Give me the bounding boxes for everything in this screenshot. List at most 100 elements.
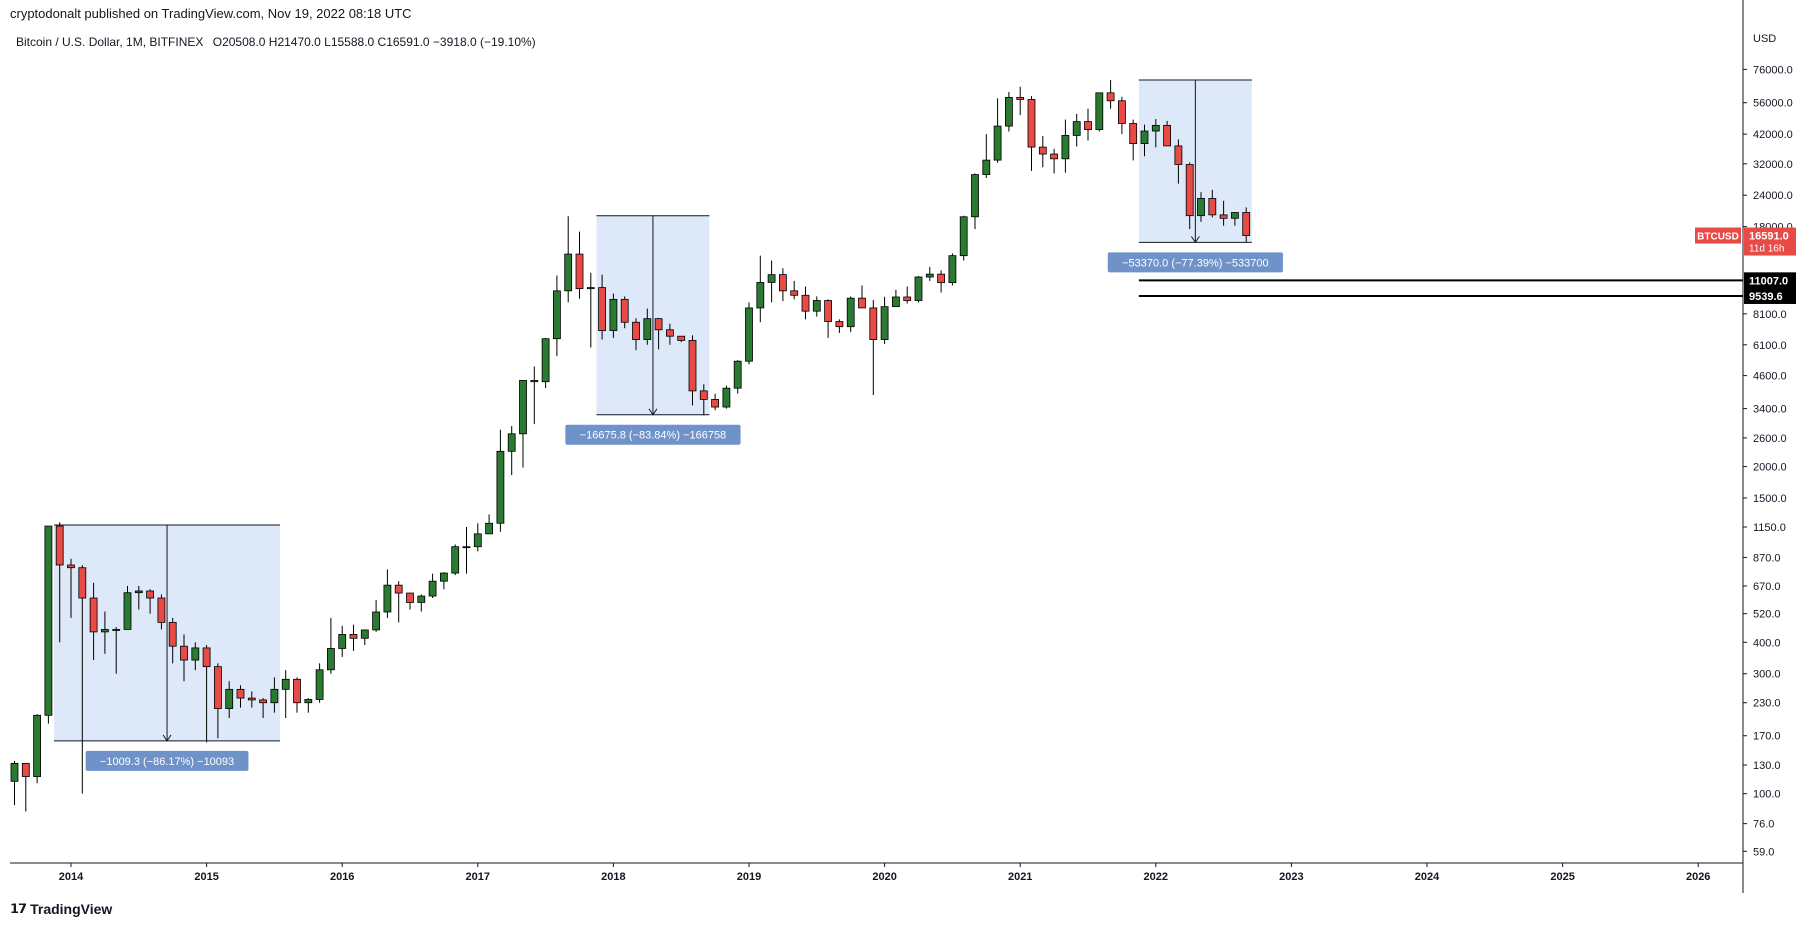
y-tick-label: 76.0 bbox=[1753, 819, 1774, 831]
x-tick-label: 2025 bbox=[1550, 871, 1574, 883]
y-tick-label: 1500.0 bbox=[1753, 493, 1787, 505]
candle-body bbox=[78, 567, 87, 599]
currency-label: USD bbox=[1753, 33, 1776, 45]
y-tick-label: 76000.0 bbox=[1753, 64, 1793, 76]
candle-body bbox=[553, 290, 561, 340]
candle-body bbox=[1027, 99, 1036, 148]
candle-body bbox=[903, 296, 912, 301]
candle-body bbox=[134, 590, 143, 594]
candle-body bbox=[44, 525, 53, 716]
candle-body bbox=[925, 273, 934, 278]
candle-body bbox=[123, 592, 132, 630]
candle-body bbox=[1016, 96, 1025, 100]
candle-body bbox=[191, 647, 200, 661]
candle-body bbox=[259, 699, 268, 704]
candle-body bbox=[1050, 153, 1058, 160]
candle-body bbox=[892, 296, 900, 308]
candle-body bbox=[1061, 135, 1070, 160]
candle-body bbox=[360, 629, 369, 639]
last-price-badge bbox=[1744, 227, 1796, 256]
level-badge bbox=[1744, 272, 1796, 289]
candle-body bbox=[338, 634, 347, 649]
candle-body bbox=[315, 669, 324, 700]
y-tick-label: 670.0 bbox=[1753, 581, 1781, 593]
candle-body bbox=[677, 335, 686, 341]
last-price-label: 16591.0 bbox=[1749, 231, 1789, 243]
candle-body bbox=[1197, 198, 1205, 217]
candle-body bbox=[812, 300, 821, 312]
candle-body bbox=[270, 688, 279, 704]
candle-body bbox=[33, 714, 41, 777]
tradingview-logo-icon: 𝟭𝟳 bbox=[10, 901, 27, 916]
candle-body bbox=[745, 307, 753, 362]
y-tick-label: 8100.0 bbox=[1753, 309, 1787, 321]
candle-body bbox=[767, 274, 776, 283]
drawdown-label-box bbox=[85, 750, 249, 771]
candle-body bbox=[993, 125, 1002, 161]
candle-body bbox=[880, 306, 889, 340]
candle-body bbox=[462, 546, 471, 549]
x-tick-label: 2026 bbox=[1686, 871, 1710, 883]
candles bbox=[10, 80, 1251, 812]
candle-body bbox=[180, 645, 188, 661]
ohlc-values: O20508.0 H21470.0 L15588.0 C16591.0 −391… bbox=[212, 35, 536, 49]
candle-body bbox=[473, 533, 482, 548]
candle-body bbox=[372, 611, 381, 631]
level-badge bbox=[1744, 287, 1796, 304]
candle-body bbox=[225, 688, 234, 709]
x-tick-label: 2021 bbox=[1008, 871, 1032, 883]
candle-body bbox=[666, 329, 674, 337]
y-tick-label: 59.0 bbox=[1753, 846, 1774, 858]
candle-body bbox=[1185, 164, 1194, 217]
candle-body bbox=[779, 274, 787, 292]
candle-body bbox=[507, 433, 516, 452]
candle-body bbox=[519, 380, 527, 435]
y-tick-label: 870.0 bbox=[1753, 552, 1781, 564]
symbol-badge bbox=[1695, 227, 1741, 244]
candle-body bbox=[869, 307, 878, 340]
y-tick-label: 130.0 bbox=[1753, 760, 1781, 772]
candle-body bbox=[790, 290, 799, 296]
candle-body bbox=[202, 647, 211, 668]
y-tick-label: 24000.0 bbox=[1753, 190, 1793, 202]
x-tick-label: 2024 bbox=[1415, 871, 1440, 883]
x-tick-label: 2018 bbox=[601, 871, 625, 883]
candle-body bbox=[168, 621, 177, 647]
candle-body bbox=[55, 525, 64, 566]
candle-body bbox=[146, 590, 155, 599]
candle-body bbox=[10, 762, 19, 782]
candle-body bbox=[281, 678, 290, 690]
horizontal-levels bbox=[1138, 279, 1743, 297]
y-tick-label: 1150.0 bbox=[1753, 522, 1786, 534]
candle-body bbox=[67, 564, 75, 569]
candle-body bbox=[1219, 214, 1228, 219]
candle-body bbox=[722, 387, 731, 408]
axes: USD76000.056000.042000.032000.024000.018… bbox=[10, 0, 1793, 893]
x-tick-label: 2016 bbox=[330, 871, 354, 883]
candle-body bbox=[1106, 92, 1115, 102]
candle-body bbox=[101, 629, 109, 633]
candle-body bbox=[586, 287, 595, 290]
candle-body bbox=[406, 592, 414, 603]
y-tick-label: 4600.0 bbox=[1753, 371, 1787, 383]
candle-body bbox=[89, 597, 98, 633]
symbol-legend[interactable]: Bitcoin / U.S. Dollar, 1M, BITFINEX O205… bbox=[16, 35, 536, 49]
candle-body bbox=[349, 634, 358, 639]
tradingview-logo[interactable]: 𝟭𝟳 TradingView bbox=[10, 901, 112, 917]
candle-body bbox=[846, 297, 855, 328]
x-tick-label: 2015 bbox=[194, 871, 218, 883]
y-tick-label: 100.0 bbox=[1753, 789, 1781, 801]
candle-body bbox=[1140, 130, 1149, 145]
published-line: cryptodonalt published on TradingView.co… bbox=[10, 6, 412, 21]
candle-body bbox=[937, 273, 945, 284]
candle-body bbox=[598, 287, 606, 331]
candle-body bbox=[801, 294, 810, 312]
candle-body bbox=[948, 255, 957, 284]
candle-body bbox=[688, 340, 697, 392]
candle-body bbox=[304, 699, 313, 704]
candle-body bbox=[699, 390, 708, 400]
candle-body bbox=[971, 174, 979, 218]
x-tick-label: 2014 bbox=[59, 871, 84, 883]
y-tick-label: 56000.0 bbox=[1753, 98, 1793, 110]
